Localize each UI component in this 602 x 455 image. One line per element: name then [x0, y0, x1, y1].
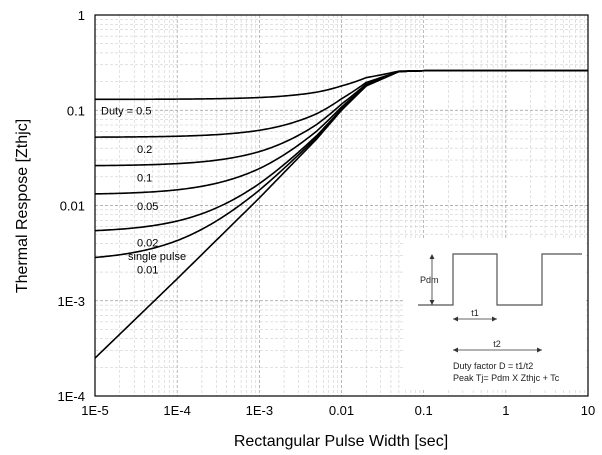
series-label: 0.1	[137, 173, 152, 185]
series-label: 0.2	[137, 144, 152, 156]
series-label: single pulse	[128, 251, 186, 263]
x-axis-label: Rectangular Pulse Width [sec]	[234, 433, 448, 450]
y-tick-label: 0.1	[67, 103, 85, 118]
peak-tj-note: Peak Tj= Pdm X Zthjc + Tc	[453, 373, 560, 383]
duty-cycle-inset: Pdm t1 t2 Duty factor D = t1/t2 Peak Tj=…	[404, 240, 586, 388]
series-label: Duty = 0.5	[101, 105, 151, 117]
y-tick-label: 1	[78, 8, 85, 23]
series-label: 0.05	[137, 201, 158, 213]
pdm-label: Pdm	[420, 275, 439, 285]
pulse-waveform	[418, 253, 582, 306]
x-tick-labels: 1E-5 1E-4 1E-3 0.01 0.1 1 10	[81, 403, 595, 418]
curve-group	[94, 69, 588, 359]
series-line-single-pulse	[94, 69, 588, 359]
pdm-arrow-head-top	[429, 254, 435, 259]
x-tick-label: 1E-3	[246, 403, 273, 418]
x-tick-label: 0.01	[329, 403, 354, 418]
t1-label: t1	[471, 308, 479, 318]
series-label: 0.01	[137, 264, 158, 276]
x-tick-label: 1	[502, 403, 509, 418]
inset-background	[404, 240, 586, 388]
duty-factor-note: Duty factor D = t1/t2	[453, 361, 533, 371]
x-tick-label: 1E-5	[81, 403, 108, 418]
x-tick-label: 0.1	[415, 403, 433, 418]
y-axis-label: Thermal Respose [Zthjc]	[14, 119, 31, 293]
t2-arrow-head-right	[537, 347, 542, 353]
x-tick-label: 1E-4	[163, 403, 190, 418]
x-tick-label: 10	[581, 403, 595, 418]
series-label: 0.02	[137, 238, 158, 250]
y-tick-label: 1E-4	[58, 389, 85, 404]
pdm-arrow-head-bottom	[429, 300, 435, 305]
y-tick-labels: 1E-4 1E-3 0.01 0.1 1	[58, 8, 85, 404]
y-tick-label: 1E-3	[58, 294, 85, 309]
plot-frame	[94, 14, 589, 397]
t1-arrow-head-right	[492, 316, 497, 322]
t2-label: t2	[493, 339, 501, 349]
t2-arrow-head-left	[453, 347, 458, 353]
y-tick-label: 0.01	[60, 199, 85, 214]
t1-arrow-head-left	[453, 316, 458, 322]
